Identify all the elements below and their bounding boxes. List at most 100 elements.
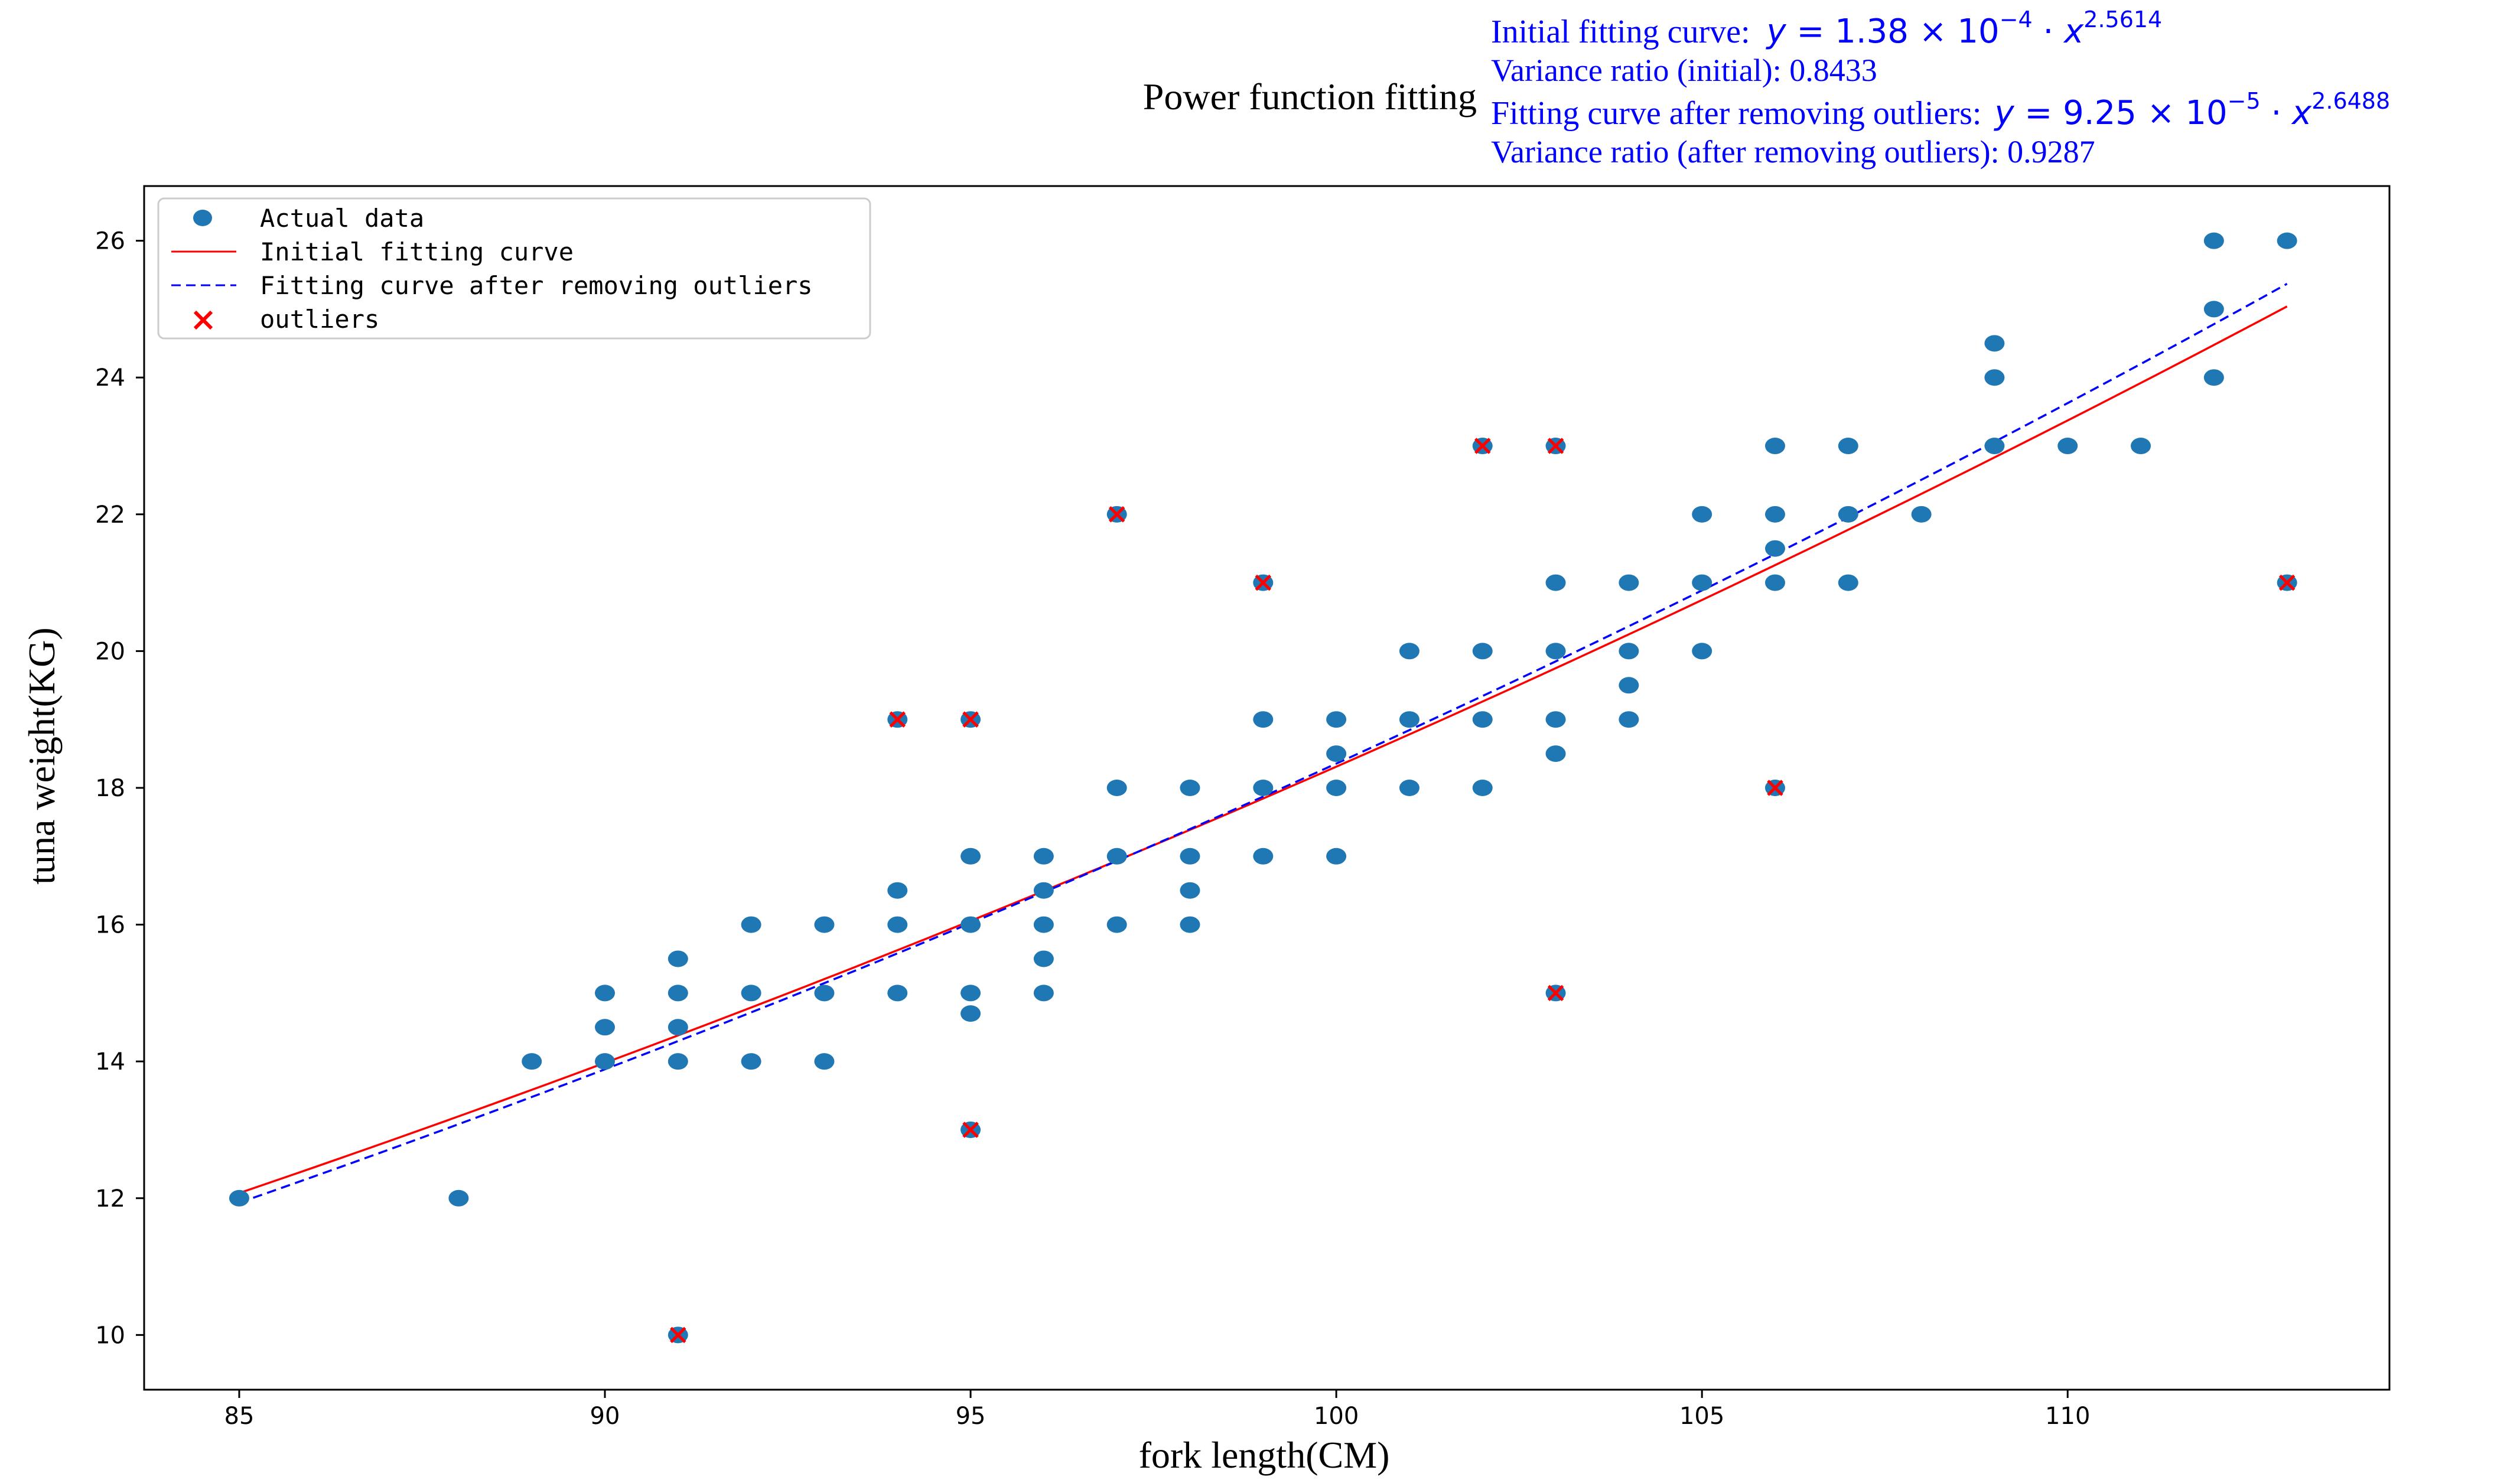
outlier-marker (1767, 780, 1783, 796)
outlier-marker (670, 1326, 686, 1344)
data-point (1106, 780, 1127, 796)
y-tick-label: 16 (95, 912, 125, 939)
data-point (1911, 506, 1932, 523)
data-point (887, 916, 908, 933)
data-point (2057, 438, 2078, 455)
data-point (1106, 848, 1127, 865)
data-point (229, 1189, 249, 1207)
data-point (1984, 335, 2005, 352)
data-point (1764, 574, 1785, 591)
outlier-marker (1547, 985, 1564, 1002)
x-tick-label: 85 (224, 1403, 255, 1430)
y-axis-label: tuna weight(KG) (21, 627, 63, 884)
data-point (2131, 438, 2151, 455)
chart-title: Power function fitting (1143, 76, 1477, 118)
outlier-marker (1255, 574, 1272, 591)
data-point (961, 985, 981, 1002)
data-point (1253, 780, 1274, 796)
data-point (814, 916, 835, 933)
annotation-refit-curve: Fitting curve after removing outliers: y … (1491, 88, 2390, 132)
legend-swatch-actual-data (193, 210, 212, 226)
legend-label-actual-data: Actual data (260, 204, 424, 233)
data-point (1692, 506, 1712, 523)
data-point (1033, 848, 1054, 865)
data-point (1399, 643, 1419, 660)
data-point (1838, 574, 1858, 591)
data-point (961, 1005, 981, 1022)
data-point (1764, 506, 1785, 523)
legend-label-outliers: outliers (260, 305, 379, 334)
data-point (1033, 985, 1054, 1002)
data-point (1033, 950, 1054, 967)
y-tick-label: 20 (95, 638, 125, 665)
x-axis-label: fork length(CM) (1139, 1434, 1390, 1476)
data-point (1399, 711, 1419, 728)
data-point (1033, 882, 1054, 899)
data-point (595, 1019, 616, 1036)
legend-label-initial-curve: Initial fitting curve (260, 237, 574, 266)
data-point (1764, 438, 1785, 455)
data-point (741, 916, 761, 933)
data-point (595, 1053, 616, 1070)
formula-annotations: Initial fitting curve: y = 1.38 × 10−4 · … (1491, 6, 2390, 170)
outlier-marker (889, 711, 906, 728)
data-point (668, 1053, 688, 1070)
data-point (1692, 574, 1712, 591)
y-tick-label: 10 (95, 1322, 125, 1349)
annotation-variance-refit: Variance ratio (after removing outliers)… (1491, 134, 2095, 170)
y-tick-label: 18 (95, 775, 125, 802)
y-tick-label: 24 (95, 364, 125, 392)
data-point (814, 985, 835, 1002)
data-point (1106, 916, 1127, 933)
data-point (668, 950, 688, 967)
legend-swatch-outliers (193, 310, 213, 330)
data-point (1326, 711, 1347, 728)
data-point (1545, 574, 1566, 591)
data-point (1984, 438, 2005, 455)
data-point (1253, 711, 1274, 728)
data-point (1984, 369, 2005, 386)
data-point (741, 1053, 761, 1070)
data-point (1692, 643, 1712, 660)
data-point (668, 1019, 688, 1036)
data-point (814, 1053, 835, 1070)
data-point (1326, 848, 1347, 865)
y-tick-label: 22 (95, 501, 125, 529)
data-point (961, 916, 981, 933)
data-point (1399, 780, 1419, 796)
axis-ticks: 85 90 95 100 105 110 10 12 14 16 18 20 22 24 26 (95, 228, 2090, 1430)
data-point (887, 882, 908, 899)
data-point (2203, 301, 2224, 318)
data-point (1545, 643, 1566, 660)
data-point (1472, 643, 1493, 660)
outlier-marker (1108, 506, 1125, 523)
fit-lines (239, 282, 2288, 1204)
data-point (1472, 711, 1493, 728)
data-point (668, 985, 688, 1002)
refit-curve-line (239, 282, 2288, 1204)
x-tick-label: 100 (1314, 1403, 1359, 1430)
outlier-marker (962, 711, 979, 728)
data-point (1545, 711, 1566, 728)
data-point (1545, 745, 1566, 762)
data-point (1033, 916, 1054, 933)
x-tick-label: 95 (956, 1403, 986, 1430)
y-tick-label: 14 (95, 1048, 125, 1075)
legend-label-refit-curve: Fitting curve after removing outliers (260, 271, 813, 300)
annotation-initial-curve: Initial fitting curve: y = 1.38 × 10−4 · … (1491, 6, 2162, 51)
legend: Actual data Initial fitting curve Fittin… (157, 197, 871, 340)
x-tick-label: 110 (2045, 1403, 2090, 1430)
data-point (1764, 540, 1785, 557)
data-point (1619, 711, 1639, 728)
data-point (1180, 780, 1200, 796)
data-point (1326, 745, 1347, 762)
outlier-marker (1474, 438, 1491, 454)
data-point (1180, 882, 1200, 899)
data-point (1180, 916, 1200, 933)
data-point (741, 985, 761, 1002)
legend-box (157, 197, 871, 340)
data-point (1326, 780, 1347, 796)
data-points (229, 232, 2297, 1344)
